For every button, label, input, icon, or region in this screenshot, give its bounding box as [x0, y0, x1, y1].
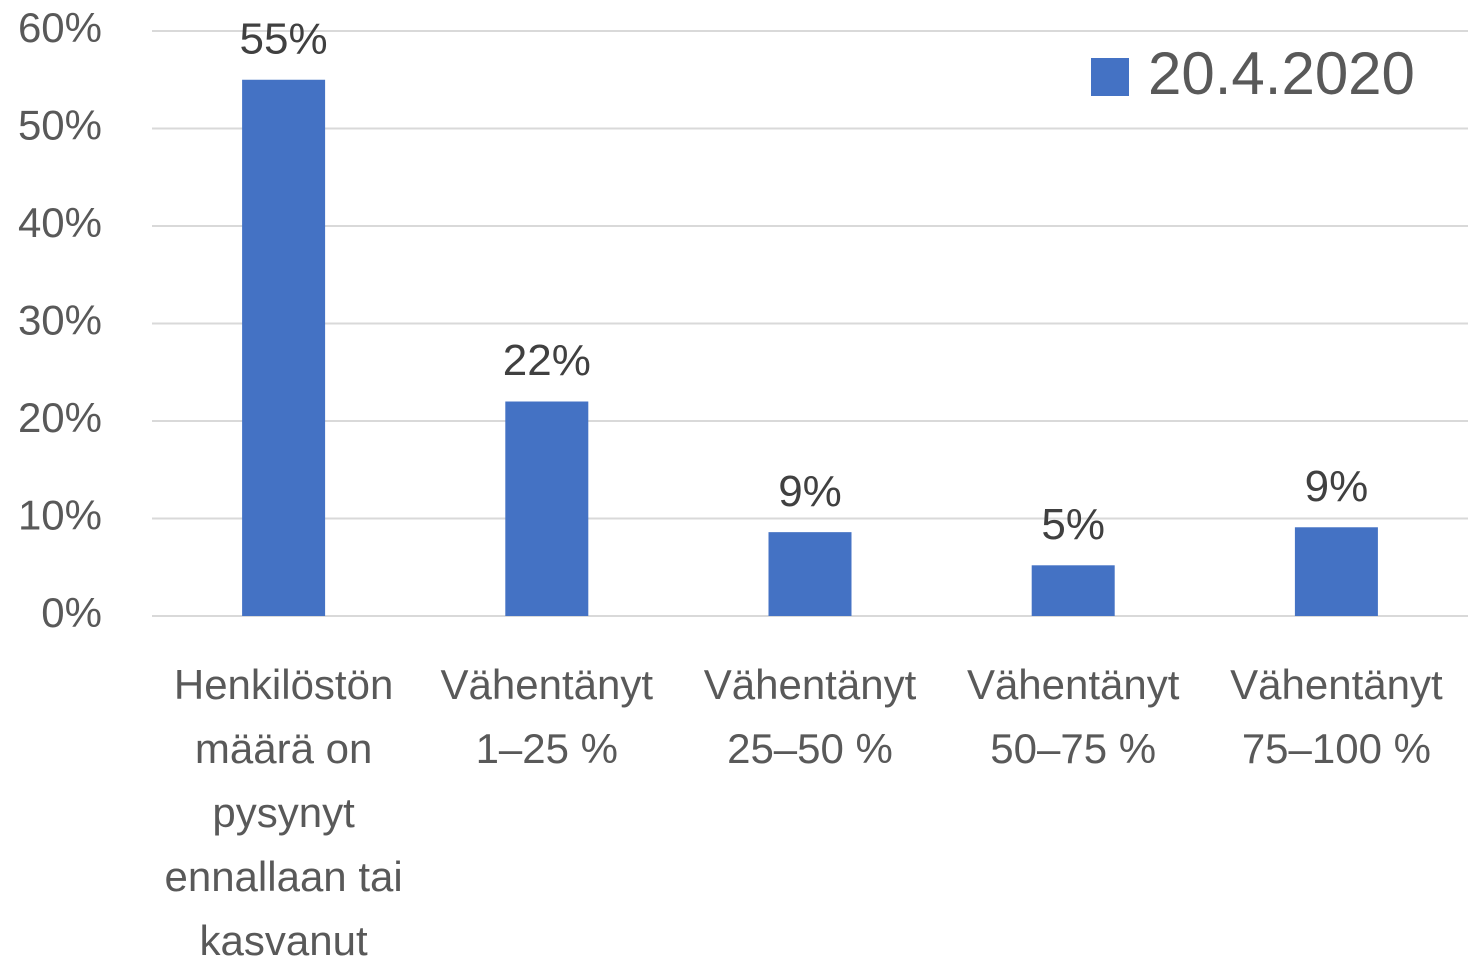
x-tick-label: Vähentänyt 25–50 %: [704, 661, 917, 772]
bar: [1294, 527, 1378, 616]
x-tick-label: Vähentänyt 1–25 %: [441, 661, 654, 772]
bar: [1031, 565, 1115, 616]
data-label: 5%: [1041, 500, 1105, 549]
x-tick-label: Henkilöstön määrä on pysynyt ennallaan tai k…: [164, 661, 402, 963]
bar: [768, 532, 852, 616]
data-label: 9%: [778, 467, 842, 516]
y-tick-label: 60%: [18, 4, 102, 51]
y-tick-label: 20%: [18, 394, 102, 441]
y-tick-label: 40%: [18, 199, 102, 246]
x-tick-label: Vähentänyt 50–75 %: [967, 661, 1180, 772]
y-tick-label: 50%: [18, 102, 102, 149]
y-tick-label: 30%: [18, 297, 102, 344]
legend-label: 20.4.2020: [1148, 40, 1415, 107]
bar: [242, 79, 326, 616]
data-label: 22%: [503, 336, 591, 385]
legend-swatch: [1091, 58, 1129, 96]
x-tick-label: Vähentänyt 75–100 %: [1230, 661, 1443, 772]
bar: [505, 401, 589, 616]
y-tick-label: 10%: [18, 492, 102, 539]
y-tick-label: 0%: [41, 589, 102, 636]
data-label: 55%: [240, 14, 328, 63]
data-label: 9%: [1305, 462, 1369, 511]
